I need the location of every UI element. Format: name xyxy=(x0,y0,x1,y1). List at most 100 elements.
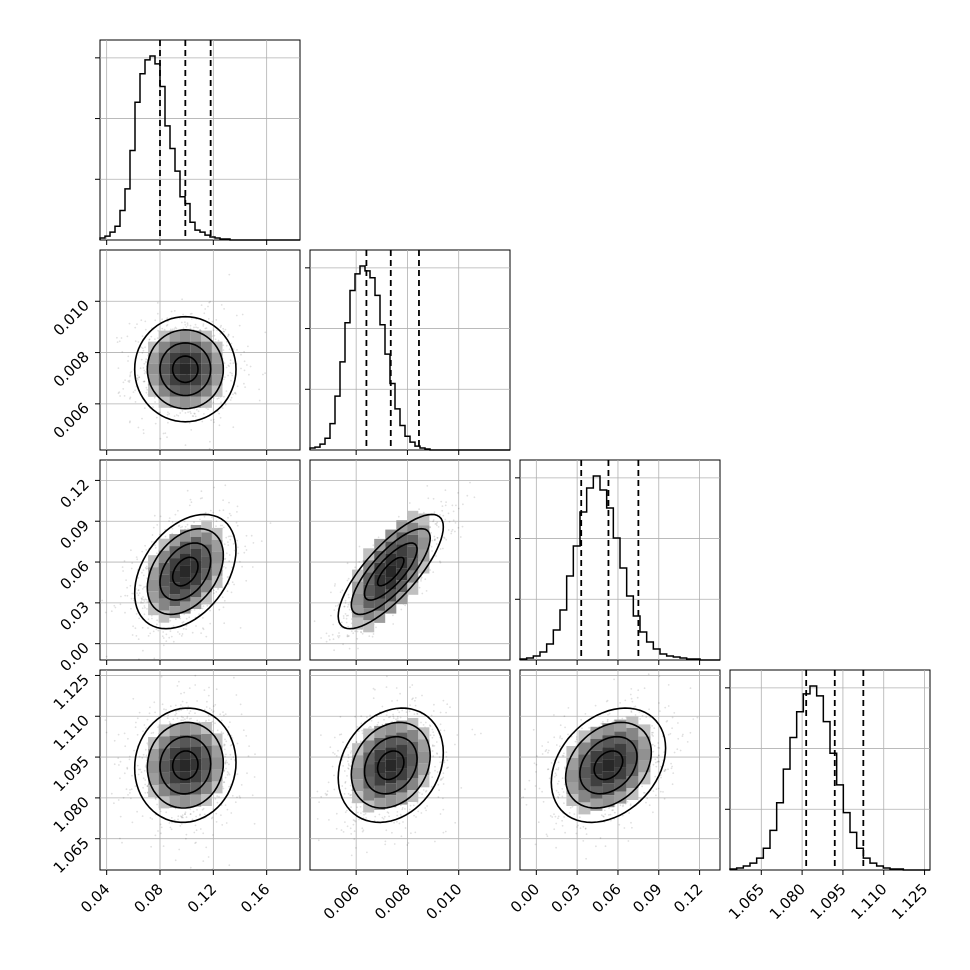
density-cell xyxy=(148,352,159,364)
scatter-point xyxy=(432,755,435,758)
y-tick-label: 1.125 xyxy=(50,671,93,714)
scatter-point xyxy=(233,392,236,394)
scatter-point xyxy=(439,561,442,564)
scatter-point xyxy=(225,753,227,756)
scatter-point xyxy=(411,698,413,701)
scatter-point xyxy=(374,688,376,691)
scatter-point xyxy=(196,408,198,411)
density-cell xyxy=(158,374,170,386)
scatter-point xyxy=(169,630,172,633)
scatter-point xyxy=(381,705,384,708)
scatter-point xyxy=(162,845,165,847)
scatter-point xyxy=(320,734,322,736)
density-cell xyxy=(158,562,170,575)
scatter-point xyxy=(207,408,209,410)
scatter-point xyxy=(359,805,362,808)
scatter-point xyxy=(218,608,221,611)
scatter-point xyxy=(228,512,231,515)
scatter-point xyxy=(337,635,339,637)
scatter-point xyxy=(245,534,248,537)
scatter-point xyxy=(224,567,227,569)
scatter-point xyxy=(228,773,231,776)
scatter-point xyxy=(223,714,225,717)
scatter-point xyxy=(185,837,187,840)
panel-3-1: 0.006 0.008 0.010 xyxy=(309,669,511,923)
scatter-point xyxy=(223,543,226,546)
scatter-point xyxy=(168,822,171,824)
scatter-point xyxy=(372,544,375,547)
scatter-point xyxy=(387,812,390,814)
scatter-point xyxy=(440,500,443,503)
scatter-point xyxy=(149,706,151,709)
density-cell xyxy=(201,363,212,375)
scatter-point xyxy=(243,350,246,353)
contour-level-3 xyxy=(146,328,225,410)
density-cell xyxy=(169,759,180,772)
scatter-point xyxy=(429,569,431,571)
x-tick-label: 0.04 xyxy=(77,880,113,916)
scatter-point xyxy=(337,749,339,752)
density-cell xyxy=(180,385,191,397)
scatter-point xyxy=(222,781,225,784)
scatter-point xyxy=(122,388,125,390)
density-cell xyxy=(190,525,202,537)
density-cell xyxy=(201,341,212,353)
density-cell xyxy=(148,374,159,386)
scatter-point xyxy=(426,805,428,807)
scatter-point xyxy=(422,724,425,726)
scatter-point xyxy=(356,637,359,640)
scatter-point xyxy=(356,806,359,809)
scatter-point xyxy=(138,376,140,379)
scatter-point xyxy=(163,328,166,331)
scatter-point xyxy=(172,625,175,627)
scatter-point xyxy=(161,635,164,638)
scatter-point xyxy=(138,711,141,714)
panel-frame xyxy=(99,39,301,241)
scatter-point xyxy=(160,675,163,678)
scatter-point xyxy=(243,360,246,363)
scatter-point xyxy=(332,623,335,626)
scatter-point xyxy=(105,655,108,658)
scatter-point xyxy=(473,496,476,499)
y-tick-label: 0.006 xyxy=(50,399,93,442)
scatter-point xyxy=(347,767,349,769)
scatter-point xyxy=(209,609,212,612)
scatter-point xyxy=(213,421,216,424)
scatter-point xyxy=(202,605,205,608)
scatter-point xyxy=(161,318,164,321)
scatter-point xyxy=(363,813,365,816)
scatter-point xyxy=(429,526,431,529)
scatter-point xyxy=(184,444,187,446)
scatter-point xyxy=(229,753,232,756)
scatter-point xyxy=(414,699,416,702)
scatter-point xyxy=(528,779,531,782)
scatter-point xyxy=(177,818,179,821)
density-cell xyxy=(418,751,430,764)
scatter-point xyxy=(408,808,411,811)
density-cell xyxy=(180,341,191,353)
scatter-point xyxy=(434,769,436,772)
density-cell xyxy=(180,577,191,590)
scatter-point xyxy=(113,802,115,805)
scatter-point xyxy=(432,731,435,734)
density-cell xyxy=(418,727,430,740)
scatter-point xyxy=(429,734,432,736)
scatter-point xyxy=(131,821,134,824)
scatter-point xyxy=(119,837,121,840)
scatter-point xyxy=(366,851,368,854)
scatter-point xyxy=(227,726,230,728)
scatter-point xyxy=(191,631,194,634)
scatter-point xyxy=(188,504,191,507)
scatter-point xyxy=(119,395,121,397)
density-cell xyxy=(180,795,191,808)
scatter-point xyxy=(237,552,240,555)
scatter-point xyxy=(172,640,175,643)
scatter-point xyxy=(342,615,345,617)
x-tick-label: 0.08 xyxy=(130,880,166,916)
scatter-point xyxy=(142,432,145,435)
scatter-point xyxy=(130,370,133,373)
scatter-point xyxy=(462,503,464,506)
scatter-point xyxy=(228,785,231,788)
scatter-point xyxy=(126,335,129,338)
scatter-point xyxy=(138,617,141,620)
